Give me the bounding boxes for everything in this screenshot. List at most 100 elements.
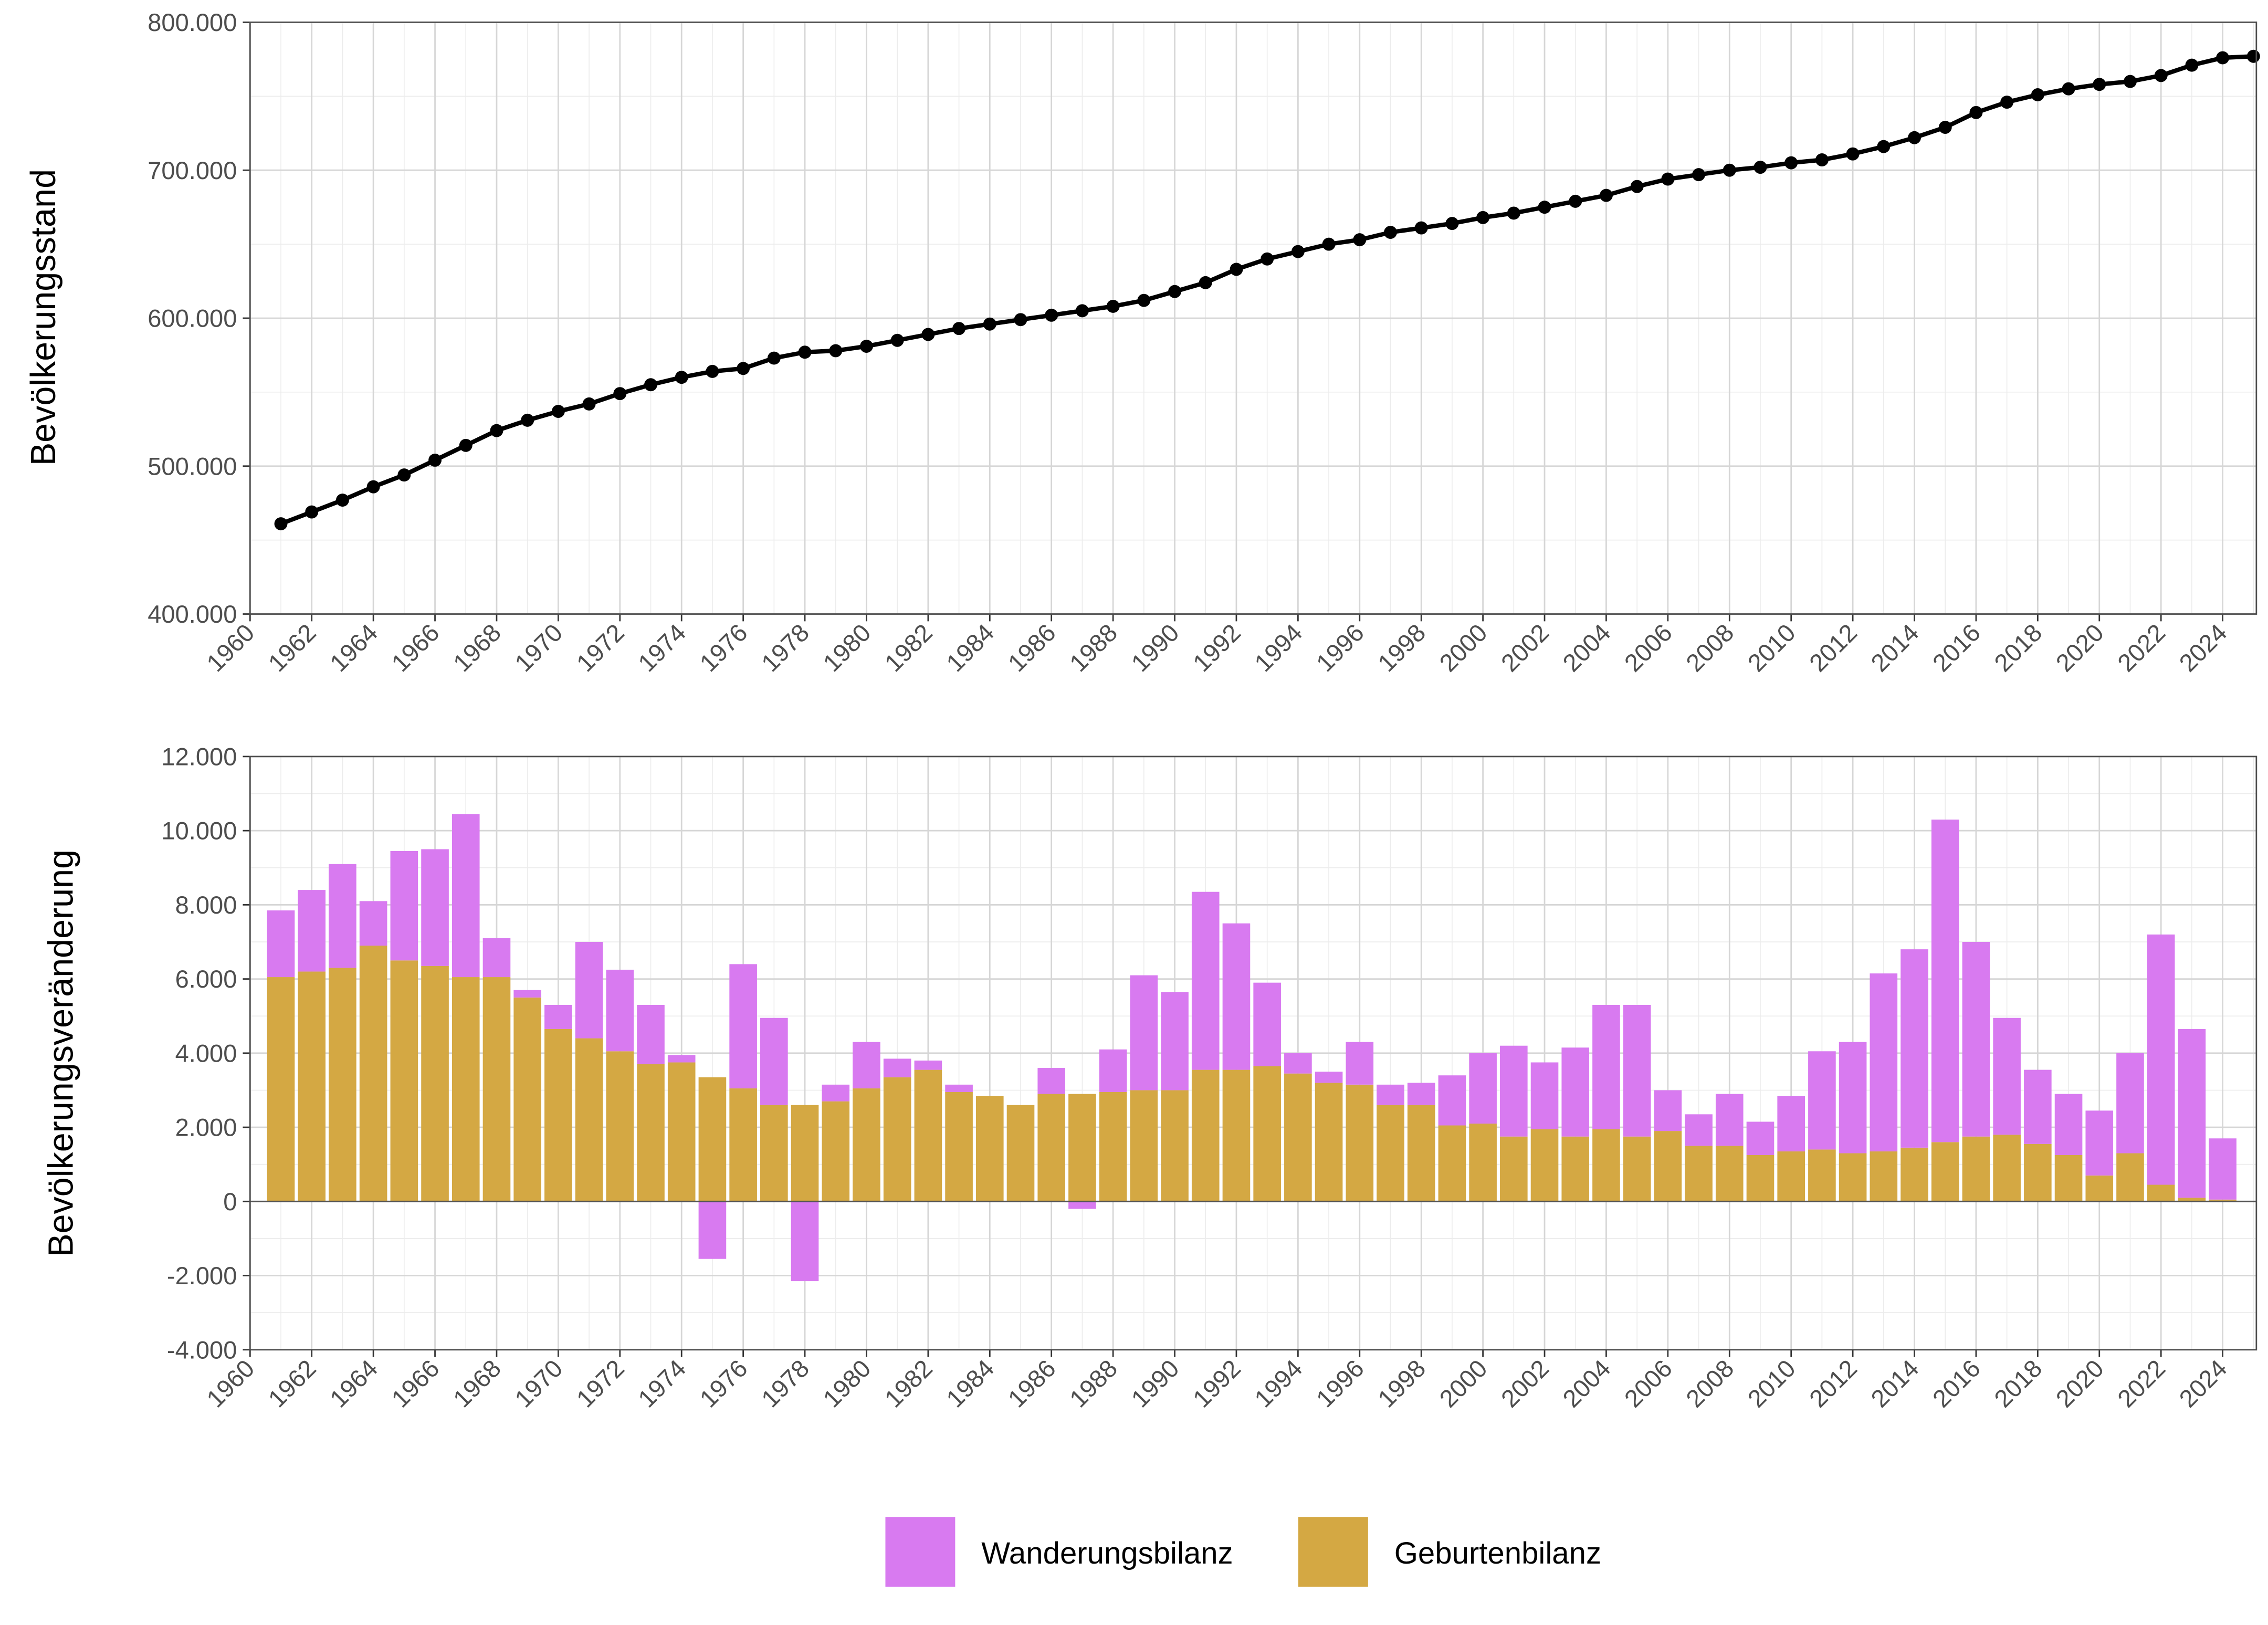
bottom-y-tick-label: 8.000 xyxy=(175,891,237,919)
bar-wanderungsbilanz-1973 xyxy=(637,1005,665,1064)
population-point-2004 xyxy=(1599,188,1613,202)
bar-wanderungsbilanz-1970 xyxy=(544,1005,572,1029)
bottom-x-tick-label: 2024 xyxy=(2174,1354,2232,1413)
bar-geburtenbilanz-1983 xyxy=(945,1092,973,1202)
top-x-tick-label: 1990 xyxy=(1126,618,1184,677)
bar-wanderungsbilanz-2006 xyxy=(1654,1090,1682,1131)
population-point-2024 xyxy=(2216,51,2230,65)
bottom-y-tick-label: -2.000 xyxy=(167,1262,237,1289)
population-point-1977 xyxy=(767,351,781,365)
bar-geburtenbilanz-1968 xyxy=(482,977,511,1202)
bottom-panel-border xyxy=(249,756,2258,1351)
bar-wanderungsbilanz-1991 xyxy=(1191,892,1220,1070)
top-x-tick-label: 1984 xyxy=(941,618,1000,677)
bar-wanderungsbilanz-1994 xyxy=(1284,1053,1312,1074)
bar-geburtenbilanz-1974 xyxy=(667,1062,696,1202)
bottom-x-tick-label: 1988 xyxy=(1064,1354,1123,1413)
bottom-x-tick-label: 2010 xyxy=(1742,1354,1801,1413)
bar-wanderungsbilanz-1995 xyxy=(1315,1072,1343,1083)
population-point-1973 xyxy=(644,378,657,392)
population-point-1991 xyxy=(1199,276,1212,289)
bar-geburtenbilanz-1986 xyxy=(1037,1094,1066,1202)
top-x-tick-label: 2022 xyxy=(2112,618,2171,677)
bottom-x-tick-label: 2016 xyxy=(1927,1354,1986,1413)
population-point-1962 xyxy=(305,505,319,519)
population-point-1995 xyxy=(1322,237,1336,251)
bottom-y-tick-label: 4.000 xyxy=(175,1039,237,1067)
population-point-1979 xyxy=(829,344,843,358)
bottom-x-tick-label: 1970 xyxy=(509,1354,568,1413)
population-point-2005 xyxy=(1630,180,1644,193)
bottom-x-tick-label: 1968 xyxy=(448,1354,507,1413)
population-point-1989 xyxy=(1137,293,1151,307)
bar-wanderungsbilanz-1998 xyxy=(1407,1083,1435,1105)
legend: Wanderungsbilanz Geburtenbilanz xyxy=(885,1517,1601,1587)
population-point-1988 xyxy=(1106,299,1120,313)
bar-wanderungsbilanz-1971 xyxy=(575,941,603,1039)
bar-wanderungsbilanz-1988 xyxy=(1099,1049,1127,1092)
population-point-1963 xyxy=(335,494,349,507)
bottom-x-tick-label: 1984 xyxy=(941,1354,1000,1413)
population-point-2010 xyxy=(1784,156,1798,170)
top-x-tick-label: 2016 xyxy=(1927,618,1986,677)
bottom-x-tick-label: 1978 xyxy=(756,1354,815,1413)
bar-wanderungsbilanz-2023 xyxy=(2178,1029,2206,1198)
bottom-y-tick-label: 0 xyxy=(223,1188,237,1215)
population-point-1961 xyxy=(274,517,288,531)
bar-geburtenbilanz-1991 xyxy=(1191,1070,1220,1202)
top-x-tick-label: 2018 xyxy=(1989,618,2048,677)
bar-geburtenbilanz-1993 xyxy=(1253,1066,1281,1202)
top-x-tick-label: 2014 xyxy=(1865,618,1924,677)
bar-geburtenbilanz-2012 xyxy=(1839,1153,1867,1202)
bar-geburtenbilanz-1975 xyxy=(698,1077,727,1202)
bar-geburtenbilanz-1964 xyxy=(359,946,387,1202)
bottom-x-tick-label: 1974 xyxy=(633,1354,691,1413)
bar-wanderungsbilanz-2004 xyxy=(1592,1005,1620,1129)
bottom-x-tick-label: 2020 xyxy=(2050,1354,2109,1413)
legend-label-wanderungsbilanz: Wanderungsbilanz xyxy=(981,1536,1233,1570)
bar-geburtenbilanz-1980 xyxy=(853,1088,880,1202)
population-point-1971 xyxy=(582,397,596,411)
bar-geburtenbilanz-1966 xyxy=(421,966,449,1202)
bottom-x-tick-label: 1980 xyxy=(817,1354,876,1413)
top-y-axis-label: Bevölkerungsstand xyxy=(24,169,63,466)
bottom-y-tick-label: 12.000 xyxy=(161,743,237,771)
top-panel-border xyxy=(249,22,2258,615)
population-point-2019 xyxy=(2062,82,2075,96)
population-point-1975 xyxy=(706,364,719,378)
top-x-tick-label: 2004 xyxy=(1557,618,1616,677)
bar-geburtenbilanz-2014 xyxy=(1900,1147,1928,1202)
bottom-x-tick-label: 1990 xyxy=(1126,1354,1184,1413)
population-point-1993 xyxy=(1261,252,1274,266)
bar-wanderungsbilanz-1972 xyxy=(606,969,634,1052)
population-point-2008 xyxy=(1723,163,1736,177)
bottom-y-tick-label: 2.000 xyxy=(175,1114,237,1141)
bar-geburtenbilanz-2009 xyxy=(1746,1155,1774,1202)
top-x-tick-label: 1976 xyxy=(694,618,753,677)
bar-geburtenbilanz-1988 xyxy=(1099,1092,1127,1202)
population-point-1996 xyxy=(1353,233,1367,247)
population-point-2006 xyxy=(1661,172,1675,186)
top-x-tick-label: 1998 xyxy=(1372,618,1431,677)
population-point-1967 xyxy=(459,438,472,452)
population-point-1974 xyxy=(675,371,688,384)
population-point-2012 xyxy=(1846,147,1860,161)
bottom-x-tick-label: 2018 xyxy=(1989,1354,2048,1413)
top-y-tick-label: 600.000 xyxy=(148,305,237,332)
bar-wanderungsbilanz-1999 xyxy=(1438,1075,1466,1126)
bar-wanderungsbilanz-2003 xyxy=(1561,1047,1590,1137)
bar-geburtenbilanz-2005 xyxy=(1623,1136,1651,1202)
bar-geburtenbilanz-2003 xyxy=(1561,1136,1590,1202)
bar-wanderungsbilanz-2000 xyxy=(1469,1053,1497,1124)
bar-wanderungsbilanz-2021 xyxy=(2116,1053,2144,1154)
top-x-tick-label: 2024 xyxy=(2174,618,2232,677)
bar-wanderungsbilanz-1976 xyxy=(729,964,757,1088)
bar-wanderungsbilanz-1980 xyxy=(853,1042,880,1088)
bar-geburtenbilanz-1998 xyxy=(1407,1105,1435,1202)
bar-wanderungsbilanz-1996 xyxy=(1346,1042,1374,1085)
population-point-2014 xyxy=(1908,131,1921,144)
bar-geburtenbilanz-2016 xyxy=(1962,1136,1990,1202)
bar-wanderungsbilanz-1989 xyxy=(1130,975,1158,1091)
bar-geburtenbilanz-2013 xyxy=(1870,1151,1898,1202)
bar-geburtenbilanz-2019 xyxy=(2054,1155,2083,1202)
